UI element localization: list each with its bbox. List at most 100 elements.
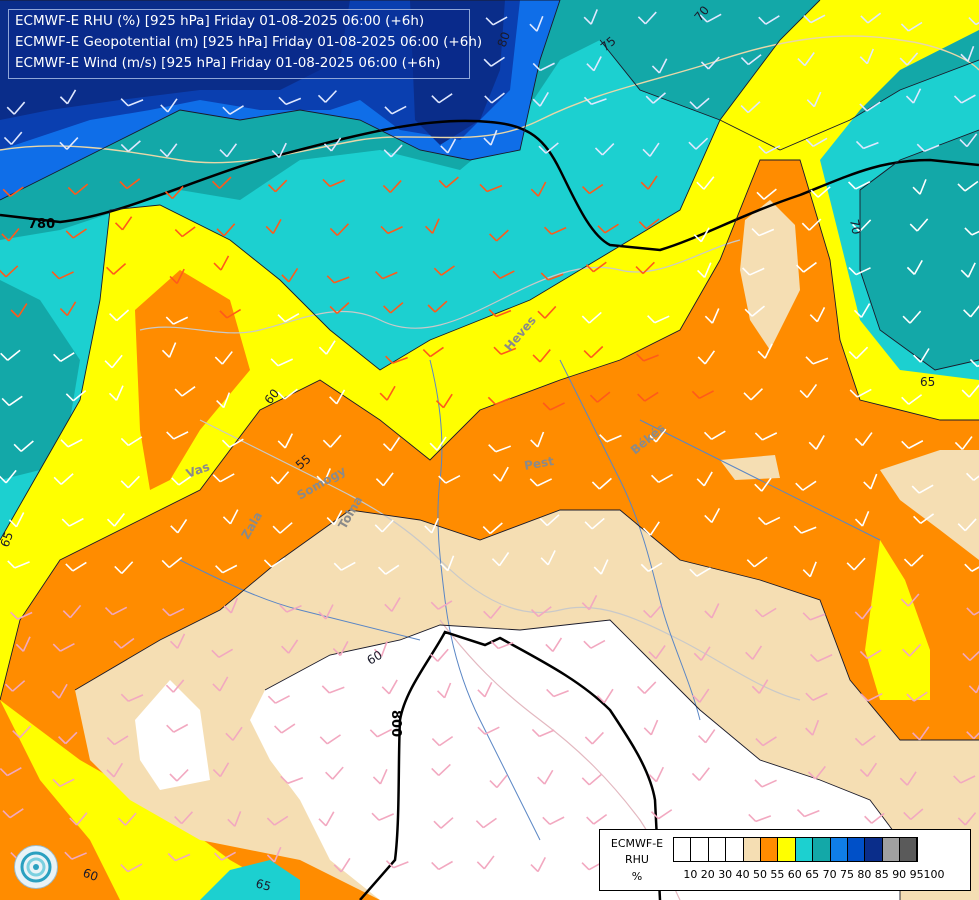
wind-barb	[127, 436, 143, 447]
wind-barb-feather	[906, 266, 915, 275]
wind-barb	[655, 766, 665, 782]
wind-barb-feather	[860, 15, 869, 24]
wind-barb	[7, 349, 21, 361]
legend-tick-label: 30	[718, 868, 733, 881]
wind-barb	[499, 270, 515, 280]
wind-barb-feather	[53, 353, 62, 362]
wind-barb-feather	[12, 730, 21, 739]
wind-barb	[376, 728, 392, 738]
wind-barb-feather	[901, 396, 910, 405]
wind-barb-feather	[4, 683, 14, 692]
wind-barb	[181, 226, 196, 238]
wind-barb	[72, 561, 87, 572]
wind-barb	[176, 768, 189, 782]
wind-barb	[437, 648, 449, 662]
wind-barb-feather	[319, 736, 328, 745]
wind-barb-feather	[912, 186, 921, 195]
wind-barb-feather	[119, 180, 128, 190]
wind-barb	[603, 688, 614, 704]
wind-barb-feather	[380, 225, 389, 234]
rh-region-cyan-south	[200, 860, 300, 900]
wind-barb-feather	[848, 267, 857, 276]
wind-barb	[219, 762, 230, 777]
rh-region-teal-west	[0, 280, 80, 480]
wind-barb-feather	[805, 356, 814, 365]
wind-barb-feather	[636, 353, 645, 362]
wind-barb	[539, 729, 555, 738]
wind-barb	[340, 857, 351, 873]
wind-barb-feather	[581, 862, 590, 871]
wind-barb-feather	[966, 607, 975, 616]
wind-barb-feather	[906, 693, 915, 702]
wind-barb	[496, 774, 508, 789]
wind-barb-feather	[329, 396, 338, 405]
wind-barb-feather	[3, 136, 13, 145]
wind-barb	[273, 846, 282, 863]
wind-barb	[762, 607, 777, 618]
wind-barb	[386, 385, 396, 401]
wind-barb	[810, 14, 826, 24]
wind-barb	[861, 605, 873, 620]
wind-barb-feather	[740, 56, 749, 66]
rh-contour	[0, 159, 979, 701]
wind-barb-feather	[757, 516, 767, 526]
wind-barb	[22, 636, 31, 652]
wind-barb-feather	[265, 225, 274, 235]
wind-barb-feather	[488, 308, 497, 318]
wind-barb-feather	[214, 356, 223, 365]
wind-barb	[389, 180, 402, 193]
wind-barb	[856, 388, 872, 398]
wind-barb-feather	[596, 695, 605, 704]
wind-barb-feather	[853, 309, 863, 318]
wind-barb-feather	[745, 651, 754, 660]
wind-barb-feather	[318, 818, 327, 827]
legend-tick-label: 100	[923, 868, 945, 881]
rh-contour	[264, 619, 901, 900]
wind-barb-feather	[743, 392, 752, 401]
rh-contour-label: 70	[847, 218, 863, 235]
wind-barb-feather	[960, 53, 969, 62]
wind-barb	[920, 513, 935, 524]
wind-barb-feather	[166, 431, 175, 440]
river-line	[639, 419, 881, 541]
wind-barb-feather	[165, 684, 174, 693]
wind-barb-feather	[484, 95, 493, 104]
wind-barb	[861, 511, 870, 527]
wind-barb-feather	[385, 860, 395, 869]
wind-barb-feather	[329, 227, 338, 236]
wind-barb	[547, 550, 556, 566]
wind-barb-feather	[64, 851, 73, 860]
legend-title-variable: RHU	[625, 853, 649, 866]
rh-contour-label: 80	[495, 30, 513, 49]
wind-barb-feather	[537, 776, 546, 785]
wind-barb-feather	[960, 269, 969, 278]
wind-barb-feather	[704, 514, 713, 524]
wind-barb	[218, 648, 234, 659]
wind-barb-feather	[372, 776, 382, 785]
wind-barb-feather	[543, 226, 553, 235]
wind-barb	[284, 433, 294, 449]
wind-barb-feather	[266, 854, 276, 863]
wind-barb	[973, 611, 979, 616]
wind-barb	[751, 305, 766, 317]
wind-barb	[229, 105, 244, 115]
wind-barb	[171, 186, 184, 200]
wind-barb-feather	[114, 565, 123, 575]
wind-barb	[906, 52, 919, 66]
wind-barb-feather	[647, 315, 656, 324]
wind-barb	[113, 762, 124, 778]
wind-barb	[645, 218, 660, 230]
wind-barb-feather	[650, 811, 660, 820]
wind-barb	[440, 265, 455, 276]
wind-barb-feather	[651, 65, 660, 74]
legend-tick-label: 95	[909, 868, 924, 881]
wind-barb-feather	[645, 95, 654, 104]
wind-barb-feather	[263, 559, 273, 568]
wind-barb-feather	[905, 95, 915, 104]
wind-barb-feather	[59, 307, 68, 317]
wind-barb	[867, 692, 883, 702]
wind-barb	[546, 514, 560, 527]
wind-barb-feather	[211, 649, 220, 658]
wind-barb-feather	[913, 515, 922, 524]
